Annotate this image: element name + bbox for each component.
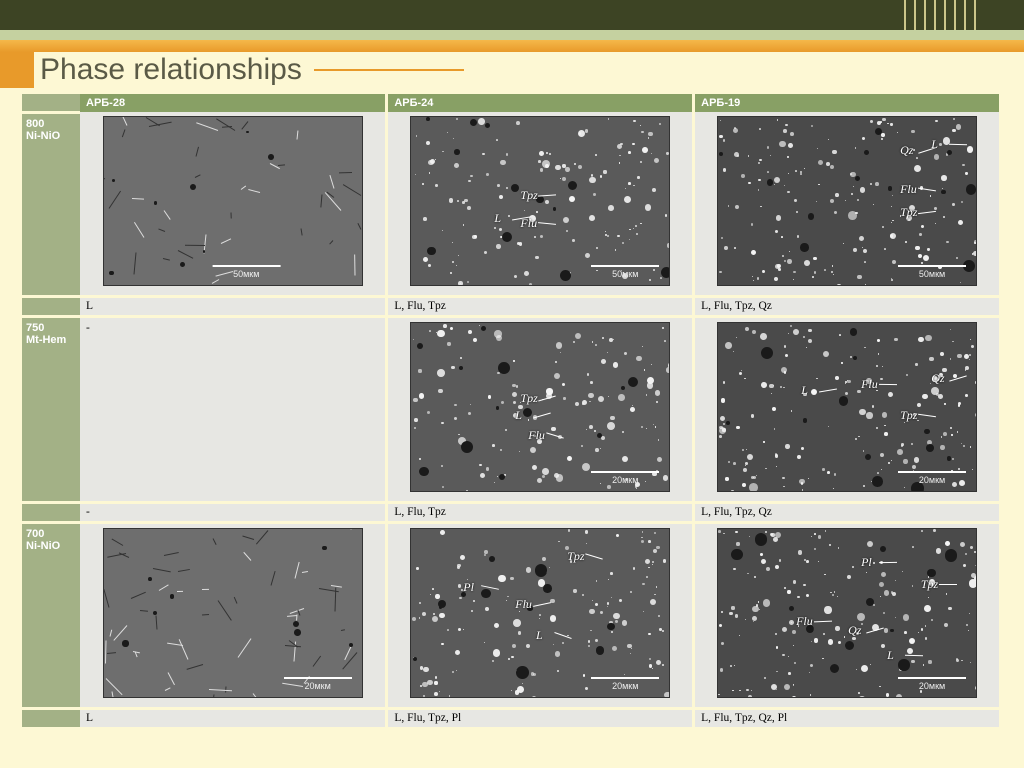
phase-label: Flu (900, 182, 917, 197)
col-header: АРБ-24 (387, 94, 694, 112)
image-cell: Tpz L Flu 20мкм (387, 317, 694, 503)
phase-label: L (515, 408, 522, 423)
sem-image: 20мкм (103, 528, 363, 698)
phase-label: L (536, 628, 543, 643)
sem-image: 50мкм (103, 116, 363, 286)
scale-bar: 50мкм (591, 265, 659, 279)
phase-label: Flu (515, 597, 532, 612)
phase-label: Qz (931, 371, 944, 386)
caption-cell: L, Flu, Tpz, Qz (694, 297, 1001, 317)
sem-image: Tpz L Flu 20мкм (410, 322, 670, 492)
title-underline (314, 69, 464, 71)
sem-image: L Flu Qz Tpz 20мкм (717, 322, 977, 492)
caption-cell: - (80, 503, 387, 523)
caption-cell: L, Flu, Tpz, Qz (694, 503, 1001, 523)
phase-table: АРБ-28 АРБ-24 АРБ-19 800Ni-NiO 50мкм L Tpz F… (22, 94, 1002, 730)
top-decor-bar (0, 0, 1024, 30)
phase-label: Qz (848, 623, 861, 638)
phase-label: Tpz (900, 408, 917, 423)
caption-cell: L (80, 709, 387, 729)
col-header: АРБ-19 (694, 94, 1001, 112)
caption-cell: L, Flu, Tpz (387, 503, 694, 523)
col-header: АРБ-28 (80, 94, 387, 112)
phase-label: Tpz (921, 577, 938, 592)
phase-label: L (931, 137, 938, 152)
image-cell: L Flu Qz Tpz 20мкм (694, 317, 1001, 503)
row-header: 800Ni-NiO (22, 112, 80, 297)
caption-cell: L, Flu, Tpz, Qz, Pl (694, 709, 1001, 729)
scale-bar: 50мкм (212, 265, 280, 279)
row-header-spacer (22, 503, 80, 523)
caption-cell: L (80, 297, 387, 317)
image-cell: Pl Tpz Flu Qz L 20мкм (694, 523, 1001, 709)
title-row: Phase relationships (0, 52, 1024, 88)
phase-label: Tpz (900, 205, 917, 220)
sem-image: Qz L Flu Tpz 50мкм (717, 116, 977, 286)
phase-label: L (494, 211, 501, 226)
row-header-spacer (22, 709, 80, 729)
phase-label: Flu (528, 428, 545, 443)
slide-title: Phase relationships (40, 53, 314, 87)
table-wrap: АРБ-28 АРБ-24 АРБ-19 800Ni-NiO 50мкм L Tpz F… (0, 88, 1024, 730)
image-cell: - (80, 317, 387, 503)
phase-label: Flu (861, 377, 878, 392)
row-header-spacer (22, 297, 80, 317)
phase-label: Flu (796, 614, 813, 629)
image-cell: Qz L Flu Tpz 50мкм (694, 112, 1001, 297)
scale-bar: 20мкм (898, 677, 966, 691)
scale-bar: 20мкм (591, 471, 659, 485)
phase-label: Pl (861, 555, 872, 570)
phase-label: Tpz (520, 391, 537, 406)
phase-label: Tpz (567, 549, 584, 564)
scale-bar: 20мкм (284, 677, 352, 691)
phase-label: Pl (463, 580, 474, 595)
scale-bar: 50мкм (898, 265, 966, 279)
row-header: 700Ni-NiO (22, 523, 80, 709)
corner-cell (22, 94, 80, 112)
scale-bar: 20мкм (591, 677, 659, 691)
row-header: 750Mt-Hem (22, 317, 80, 503)
sem-image: Tpz Pl Flu L 20мкм (410, 528, 670, 698)
title-accent (0, 52, 34, 88)
caption-cell: L, Flu, Tpz, Pl (387, 709, 694, 729)
green-stripe (0, 30, 1024, 40)
phase-label: Tpz (520, 188, 537, 203)
caption-cell: L, Flu, Tpz (387, 297, 694, 317)
phase-label: Flu (520, 216, 537, 231)
image-cell: L Tpz Flu 50мкм (387, 112, 694, 297)
image-cell: 20мкм (80, 523, 387, 709)
phase-label: L (887, 648, 894, 663)
sem-image: Pl Tpz Flu Qz L 20мкм (717, 528, 977, 698)
phase-label: Qz (900, 143, 913, 158)
sem-image: L Tpz Flu 50мкм (410, 116, 670, 286)
phase-label: L (801, 383, 808, 398)
scale-bar: 20мкм (898, 471, 966, 485)
image-cell: 50мкм (80, 112, 387, 297)
orange-stripe (0, 40, 1024, 52)
image-cell: Tpz Pl Flu L 20мкм (387, 523, 694, 709)
